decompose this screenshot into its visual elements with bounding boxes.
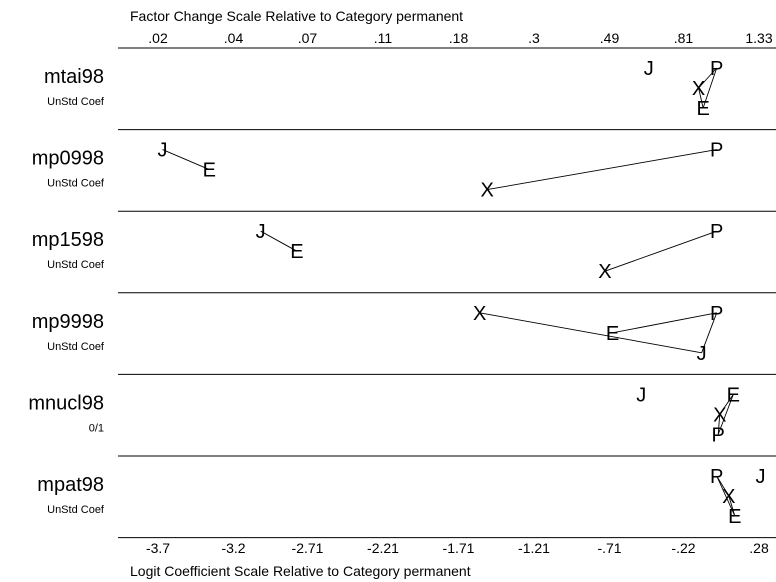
top-tick-label: .3 [528,30,540,46]
link-line [479,312,702,354]
link-line [717,394,734,435]
category-marker: E [606,323,619,345]
category-marker: E [290,241,303,263]
category-marker: P [712,424,725,446]
link-line [698,67,718,89]
bottom-axis-ticks: -3.7 -3.2 -2.71 -2.21 -1.71 -1.21 -.71 -.22 .28 [146,540,769,556]
bottom-tick-label: -3.2 [221,540,245,556]
category-marker: E [727,384,740,406]
top-axis-ticks: .02 .04 .07 .11 .18 .3 .49 .81 1.33 [148,30,773,46]
variable-name: mp9998 [32,311,104,333]
category-marker: E [696,98,709,120]
category-marker: X [722,486,735,508]
category-marker: X [713,404,726,426]
category-marker: P [710,466,723,488]
link-line [612,312,717,334]
link-line [717,414,721,435]
bottom-axis-title: Logit Coefficient Scale Relative to Cate… [130,563,471,579]
category-marker: P [710,303,723,325]
bottom-tick-label: -2.21 [367,540,399,556]
bottom-tick-label: -2.71 [292,540,324,556]
bottom-tick-label: -1.71 [443,540,475,556]
link-line [716,475,736,517]
link-line [719,394,734,415]
bottom-tick-label: -.22 [671,540,695,556]
top-tick-label: 1.33 [745,30,772,46]
variable-panel: mp9998 UnStd Coef X P E J [32,292,776,365]
category-marker: E [203,160,216,182]
variable-subtitle: UnStd Coef [47,504,105,516]
category-marker: E [728,506,741,528]
link-line [698,87,704,109]
top-axis-title: Factor Change Scale Relative to Category… [130,8,463,24]
link-line [260,230,298,252]
category-marker: J [636,384,646,406]
category-marker: X [692,78,705,100]
top-tick-label: .04 [224,30,244,46]
link-line [487,149,717,191]
link-line [728,495,736,517]
bottom-tick-label: -.71 [597,540,621,556]
category-marker: P [710,58,723,80]
top-tick-label: .18 [449,30,469,46]
variable-subtitle: UnStd Coef [47,178,105,190]
variable-panel: mp0998 UnStd Coef J E P X [32,129,776,202]
top-tick-label: .49 [600,30,620,46]
top-tick-label: .07 [298,30,318,46]
bottom-tick-label: -1.21 [518,540,550,556]
variable-panel: mpat98 UnStd Coef P JXE [37,455,776,528]
variable-name: mnucl98 [28,392,104,414]
variable-subtitle: UnStd Coef [47,341,105,353]
variable-name: mpat98 [37,474,104,496]
link-line [604,230,717,272]
variable-name: mtai98 [44,66,104,88]
variable-panel: mtai98 UnStd Coef J PXE [44,47,776,120]
link-line [701,312,718,353]
top-tick-label: .02 [148,30,168,46]
variable-panel: mnucl98 0/1 J EXP [28,373,776,446]
variable-panel: mp1598 UnStd Coef J E P X [32,210,776,283]
bottom-tick-label: .28 [749,540,769,556]
top-tick-label: .81 [674,30,694,46]
variable-name: mp1598 [32,229,104,251]
bottom-tick-label: -3.7 [146,540,170,556]
variable-subtitle: UnStd Coef [47,259,105,271]
category-marker: J [158,140,168,162]
category-marker: J [756,466,766,488]
variable-subtitle: 0/1 [89,422,104,434]
category-marker: P [710,221,723,243]
category-marker: P [710,140,723,162]
category-marker: J [256,221,266,243]
category-marker: X [481,180,494,202]
category-marker: X [473,303,486,325]
link-line [162,149,210,171]
link-line [702,67,718,109]
category-marker: J [697,343,707,365]
link-line [716,475,730,497]
top-tick-label: .11 [374,30,393,46]
category-marker: J [644,58,654,80]
variable-name: mp0998 [32,148,104,170]
category-marker: X [598,261,611,283]
variable-subtitle: UnStd Coef [47,96,105,108]
